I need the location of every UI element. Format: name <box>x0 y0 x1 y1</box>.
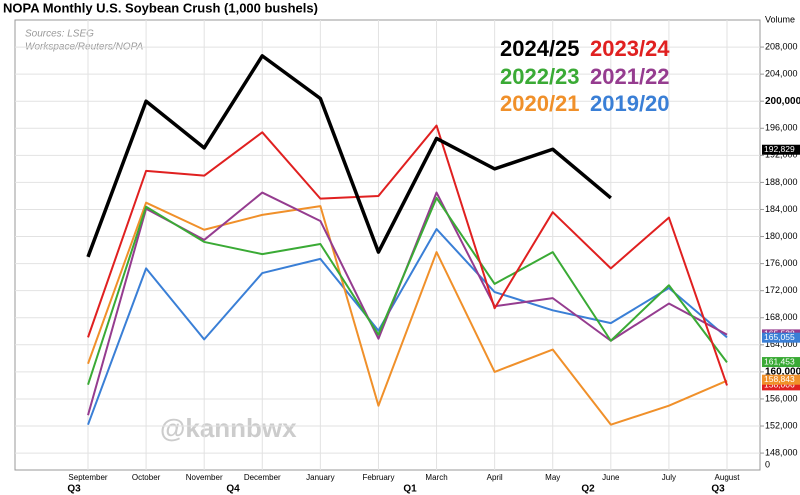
y-axis-label: Volume <box>765 14 795 24</box>
legend-entry: 2021/22 <box>590 64 670 89</box>
x-tick-label: September <box>68 473 107 482</box>
quarter-label: Q2 <box>581 484 595 495</box>
y-tick-label: 160,000 <box>765 367 800 378</box>
y-tick-label: 200,000 <box>765 96 800 107</box>
end-flag <box>762 357 800 368</box>
end-flag-label: 192,829 <box>764 144 795 154</box>
series-line <box>87 124 728 386</box>
y-tick-label: 204,000 <box>765 69 798 79</box>
y-tick-label: 176,000 <box>765 258 798 268</box>
legend-entry: 2019/20 <box>590 91 670 116</box>
y-tick-label: 152,000 <box>765 420 798 430</box>
x-tick-label: July <box>662 473 676 482</box>
y-tick-label: 168,000 <box>765 312 798 322</box>
x-tick-label: April <box>487 473 503 482</box>
series-line <box>87 196 728 386</box>
source: Sources: LSEG <box>25 29 94 40</box>
watermark: @kannbwx <box>160 413 297 443</box>
x-tick-label: October <box>132 473 161 482</box>
quarter-label: Q1 <box>403 484 417 495</box>
x-tick-label: August <box>715 473 741 482</box>
y-tick-label: 188,000 <box>765 177 798 187</box>
x-tick-label: November <box>186 473 223 482</box>
y-tick-label: 208,000 <box>765 41 798 51</box>
legend-entry: 2024/25 <box>500 36 580 61</box>
y-tick-label: 172,000 <box>765 285 798 295</box>
quarter-label: Q3 <box>67 484 81 495</box>
y-tick-label: 184,000 <box>765 204 798 214</box>
x-tick-label: May <box>545 473 560 482</box>
y-tick-label: 180,000 <box>765 231 798 241</box>
quarter-label: Q4 <box>226 484 240 495</box>
y-tick-label: 164,000 <box>765 339 798 349</box>
x-tick-label: February <box>362 473 394 482</box>
series-line <box>86 54 612 258</box>
y-tick-label: 196,000 <box>765 123 798 133</box>
legend-entry: 2022/23 <box>500 64 580 89</box>
x-tick-label: June <box>602 473 620 482</box>
x-tick-label: March <box>425 473 447 482</box>
legend-entry: 2023/24 <box>590 36 670 61</box>
series-line <box>87 201 728 426</box>
axis-break-label: 0 <box>765 459 770 469</box>
series-line <box>87 228 728 426</box>
y-tick-label: 148,000 <box>765 447 798 457</box>
end-flag <box>762 380 800 391</box>
end-flag <box>762 374 800 385</box>
end-flag <box>762 144 800 155</box>
x-tick-label: December <box>244 473 281 482</box>
legend-entry: 2020/21 <box>500 91 580 116</box>
quarter-label: Q3 <box>711 484 725 495</box>
end-flag-label: 165,055 <box>764 332 795 342</box>
chart-title: NOPA Monthly U.S. Soybean Crush (1,000 b… <box>3 0 318 15</box>
y-tick-label: 156,000 <box>765 393 798 403</box>
x-tick-label: January <box>306 473 334 482</box>
end-flag-label: 161,453 <box>764 356 795 366</box>
end-flag <box>762 332 800 343</box>
end-flag-label: 158,843 <box>764 374 795 384</box>
